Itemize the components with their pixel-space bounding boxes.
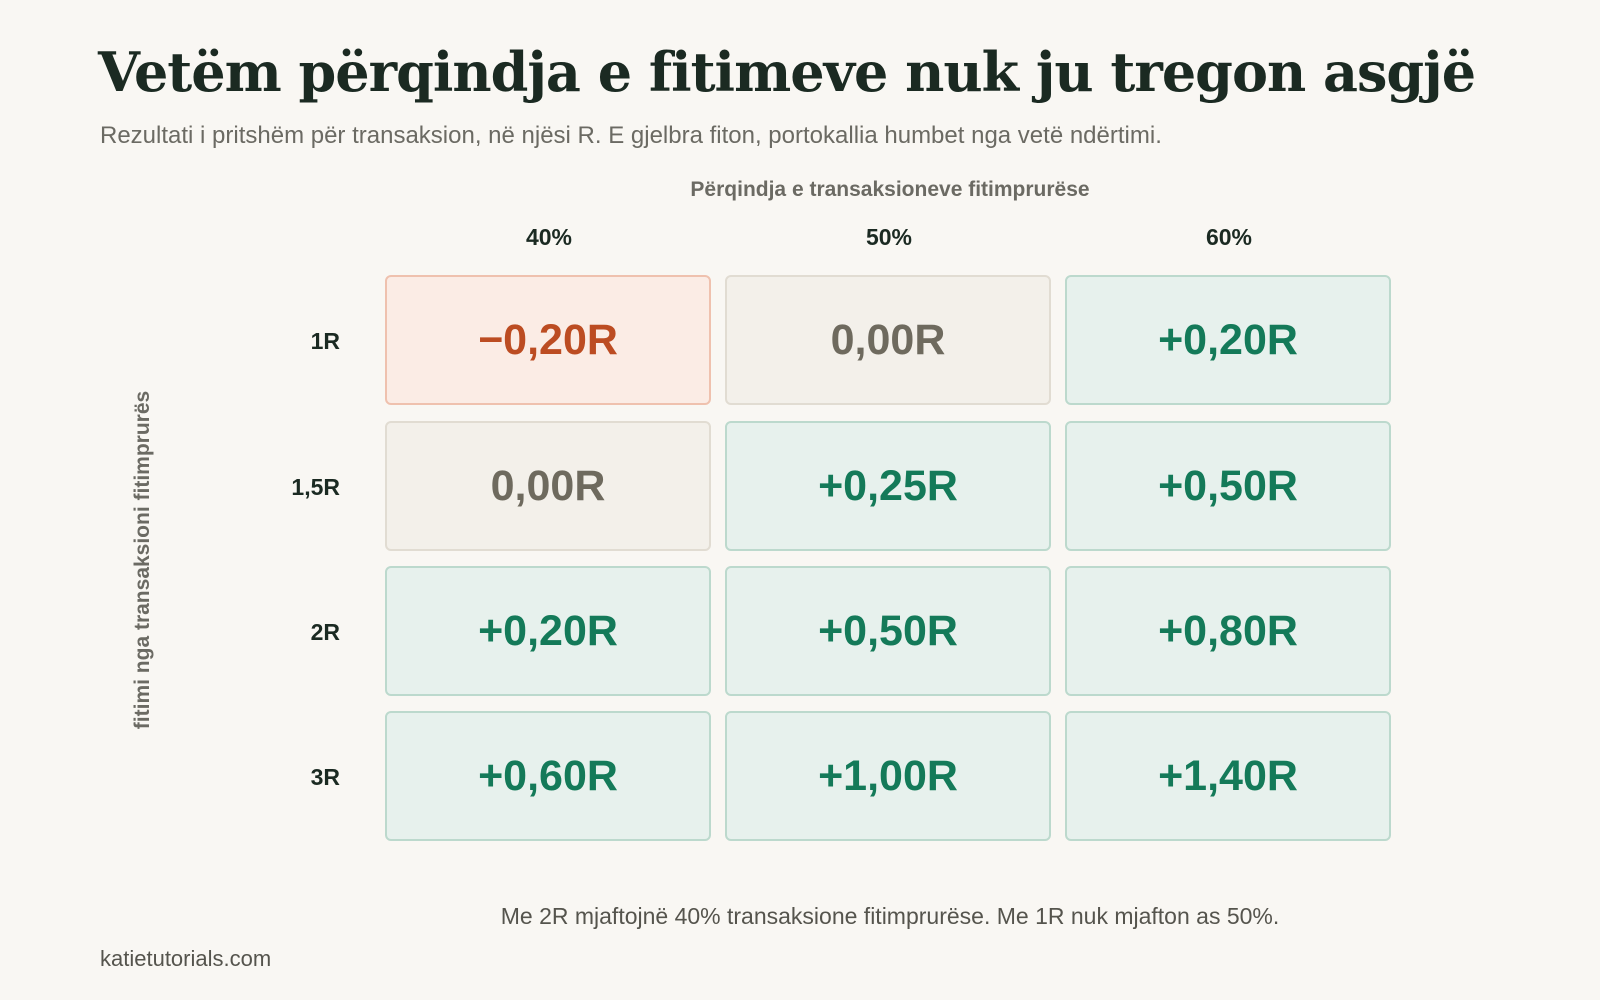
row-header: 1,5R <box>291 473 340 500</box>
heatmap-cell: +1,40R <box>1065 711 1391 841</box>
column-header: 50% <box>865 224 913 250</box>
column-header: 60% <box>1205 224 1253 250</box>
heatmap-cell: +0,50R <box>725 566 1051 696</box>
heatmap-cell: +1,00R <box>725 711 1051 841</box>
column-axis-label: Përqindja e transaksioneve fitimprurëse <box>690 178 1090 201</box>
row-header: 1R <box>310 327 340 354</box>
heatmap-cell: +0,20R <box>385 566 711 696</box>
chart-title: Vetëm përqindja e fitimeve nuk ju tregon… <box>98 40 1476 104</box>
row-header: 2R <box>310 618 340 645</box>
heatmap-cell: 0,00R <box>385 421 711 551</box>
heatmap-cell: +0,25R <box>725 421 1051 551</box>
chart-subtitle: Rezultati i pritshëm për transaksion, në… <box>100 122 1162 149</box>
heatmap-cell: +0,20R <box>1065 275 1391 405</box>
heatmap-cell: −0,20R <box>385 275 711 405</box>
footer-credit: katietutorials.com <box>100 946 272 971</box>
heatmap-cell: +0,80R <box>1065 566 1391 696</box>
column-header: 40% <box>525 224 573 250</box>
row-header: 3R <box>310 763 340 790</box>
heatmap-cell: +0,60R <box>385 711 711 841</box>
heatmap-cell: +0,50R <box>1065 421 1391 551</box>
heatmap-cell: 0,00R <box>725 275 1051 405</box>
row-axis-label: fitimi nga transaksioni fitimprurës <box>131 390 154 730</box>
takeaway-note: Me 2R mjaftojnë 40% transaksione fitimpr… <box>500 903 1280 929</box>
